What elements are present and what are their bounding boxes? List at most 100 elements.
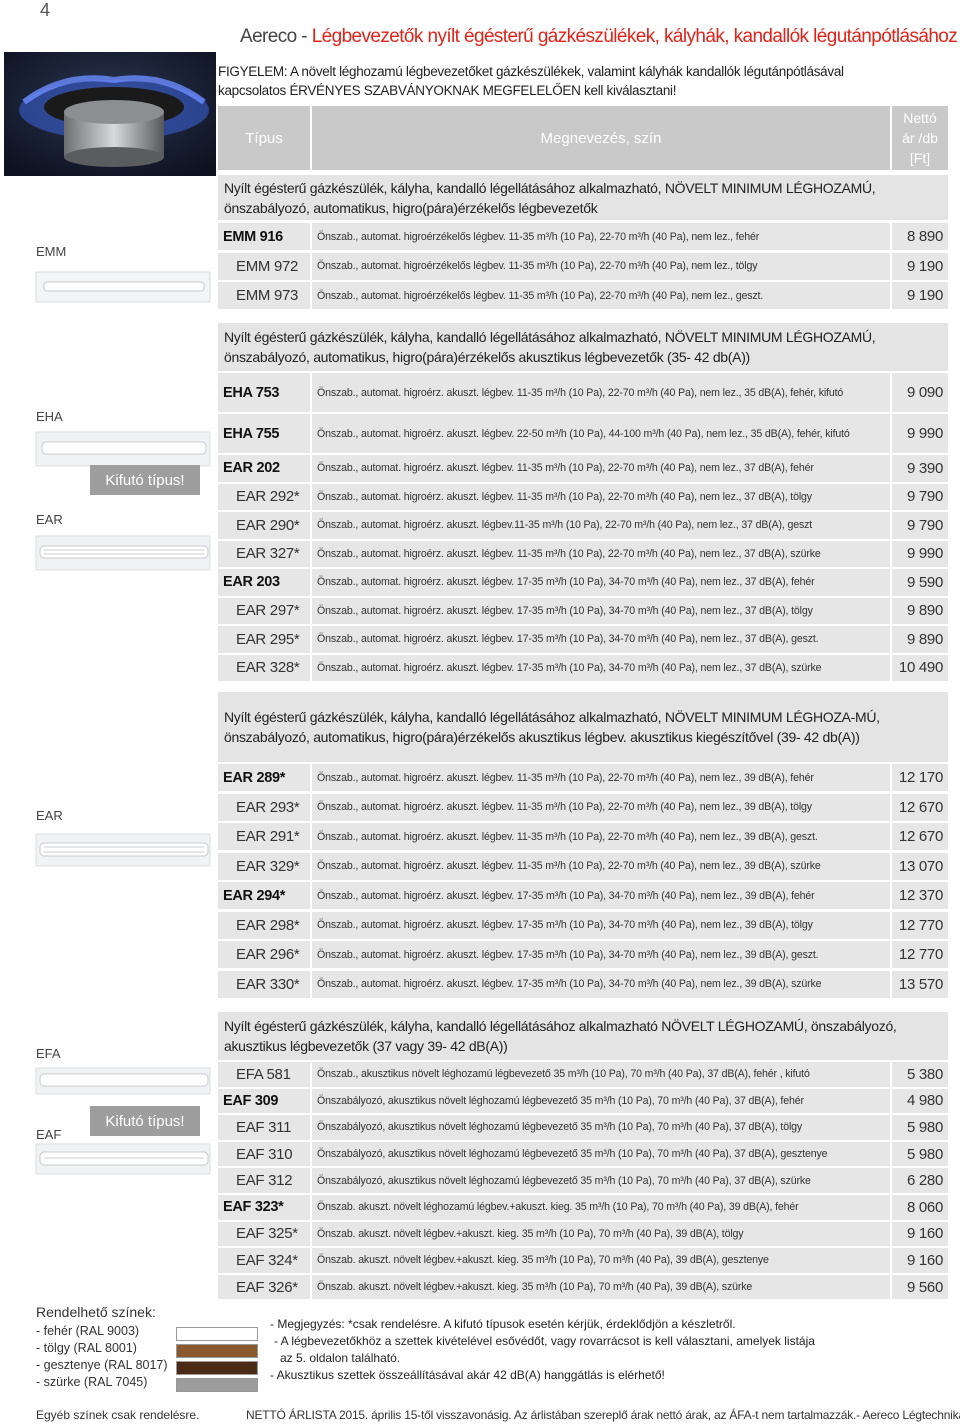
- product-description: Önszab., automat. higroérz. akuszt. légb…: [312, 793, 890, 821]
- product-price: 9 090: [892, 373, 948, 412]
- section-heading: Nyílt égésterű gázkészülék, kályha, kand…: [218, 692, 948, 762]
- product-description: Önszab., automat. higroérz. akuszt. légb…: [312, 414, 890, 453]
- swatch-grey: [176, 1378, 258, 1392]
- product-price: 12 670: [892, 793, 948, 821]
- product-type: EAR 203: [218, 569, 310, 596]
- product-type: EAF 312: [218, 1168, 310, 1193]
- product-type: EMM 972: [218, 252, 310, 280]
- product-price: 9 990: [892, 414, 948, 453]
- product-description: Önszab. akuszt. növelt légbev.+akuszt. k…: [312, 1221, 890, 1247]
- product-type: EAF 326*: [218, 1274, 310, 1300]
- product-type: EAR 292*: [218, 483, 310, 510]
- product-description: Önszab., automat. higroérz. akuszt. légb…: [312, 654, 890, 681]
- product-type: EHA 755: [218, 414, 310, 453]
- product-type: EAR 296*: [218, 941, 310, 968]
- product-type: EMM 973: [218, 282, 310, 309]
- product-price: 9 560: [892, 1274, 948, 1300]
- ear-image: [35, 535, 211, 571]
- eha-image: [35, 431, 211, 467]
- burner-photo: [4, 52, 216, 176]
- header-name: Megnevezés, szín: [312, 106, 890, 170]
- section-heading: Nyílt égésterű gázkészülék, kályha, kand…: [218, 175, 948, 220]
- product-description: Önszab. akuszt. növelt léghozamú légbev.…: [312, 1195, 890, 1220]
- product-price: 9 160: [892, 1248, 948, 1273]
- product-price: 12 770: [892, 941, 948, 968]
- side-label: EAR: [36, 512, 63, 527]
- color-item: - gesztenye (RAL 8017): [36, 1358, 168, 1372]
- color-list: Rendelhető színek: - fehér (RAL 9003) - tö…: [36, 1304, 168, 1391]
- product-description: Önszabályozó, akusztikus növelt léghozam…: [312, 1088, 890, 1114]
- product-price: 4 980: [892, 1088, 948, 1114]
- header-type: Típus: [218, 106, 310, 170]
- swatch-white: [176, 1327, 258, 1341]
- product-price: 9 190: [892, 252, 948, 280]
- product-description: Önszab., automat. higroérz. akuszt. légb…: [312, 483, 890, 510]
- page-title: Aereco - Légbevezetők nyílt égésterű gáz…: [240, 26, 958, 48]
- section-heading: Nyílt égésterű gázkészülék, kályha, kand…: [218, 323, 948, 371]
- product-price: 9 790: [892, 512, 948, 539]
- colors-title: Rendelhető színek:: [36, 1304, 156, 1320]
- discontinued-badge: Kifutó típus!: [90, 465, 200, 495]
- product-type: EAR 327*: [218, 540, 310, 567]
- product-type: EAR 295*: [218, 626, 310, 653]
- product-price: 5 980: [892, 1115, 948, 1140]
- product-description: Önszab., automat. higroérz. akuszt. légb…: [312, 941, 890, 968]
- header-price: Nettó ár /db [Ft]: [892, 106, 948, 170]
- product-type: EAR 293*: [218, 793, 310, 821]
- brand: Aereco -: [240, 26, 312, 47]
- product-description: Önszab., automat. higroérz. akuszt. légb…: [312, 626, 890, 653]
- page-number: 4: [40, 0, 51, 20]
- note-line: - Megjegyzés: *csak rendelésre. A kifutó…: [270, 1317, 736, 1331]
- note-line: - A légbevezetőkhöz a szettek kivételéve…: [274, 1334, 815, 1348]
- product-price: 9 990: [892, 540, 948, 567]
- ear-image-2: [35, 833, 211, 867]
- product-description: Önszab., automat. higroérz. akuszt. légb…: [312, 569, 890, 596]
- product-description: Önszab. akuszt. növelt légbev.+akuszt. k…: [312, 1274, 890, 1300]
- product-type: EAF 324*: [218, 1248, 310, 1273]
- product-type: EAF 310: [218, 1141, 310, 1167]
- swatch-chestnut: [176, 1361, 258, 1375]
- product-price: 6 280: [892, 1168, 948, 1193]
- product-price: 8 890: [892, 223, 948, 250]
- product-description: Önszabályozó, akusztikus növelt léghozam…: [312, 1141, 890, 1167]
- product-description: Önszab., automat. higroérz. akuszt. légb…: [312, 823, 890, 850]
- side-label: EAR: [36, 808, 63, 823]
- product-price: 12 170: [892, 764, 948, 791]
- warning: FIGYELEM: A növelt léghozamú légbevezető…: [218, 64, 844, 98]
- product-description: Önszab., automat. higroérz. akuszt. légb…: [312, 911, 890, 939]
- efa-eaf-images: [35, 1067, 211, 1175]
- product-type: EFA 581: [218, 1062, 310, 1087]
- side-label: EAF: [36, 1127, 62, 1142]
- note-line: az 5. oldalon található.: [280, 1351, 401, 1365]
- section-heading: Nyílt égésterű gázkészülék, kályha, kand…: [218, 1012, 948, 1060]
- product-type: EAR 291*: [218, 823, 310, 850]
- side-label: EHA: [36, 409, 63, 424]
- color-item: - szürke (RAL 7045): [36, 1375, 148, 1389]
- product-description: Önszabályozó, akusztikus növelt léghozam…: [312, 1115, 890, 1140]
- product-price: 12 770: [892, 911, 948, 939]
- color-item: - tölgy (RAL 8001): [36, 1341, 137, 1355]
- title-text: Légbevezetők nyílt égésterű gázkészüléke…: [311, 26, 958, 47]
- product-price: 9 160: [892, 1221, 948, 1247]
- product-description: Önszab., automat. higroérz. akuszt. légb…: [312, 373, 890, 412]
- product-price: 13 570: [892, 970, 948, 998]
- product-price: 9 390: [892, 455, 948, 482]
- product-price: 12 670: [892, 823, 948, 850]
- product-type: EAF 311: [218, 1115, 310, 1140]
- product-price: 9 890: [892, 597, 948, 624]
- product-description: Önszab., automat. higroérz. akuszt. légb…: [312, 597, 890, 624]
- product-price: 9 190: [892, 282, 948, 309]
- product-images: [35, 271, 211, 571]
- side-label: EFA: [36, 1046, 61, 1061]
- product-type: EAR 329*: [218, 852, 310, 880]
- notes: - Megjegyzés: *csak rendelésre. A kifutó…: [270, 1316, 815, 1384]
- product-type: EHA 753: [218, 373, 310, 412]
- product-price: 5 380: [892, 1062, 948, 1087]
- product-description: Önszab., automat. higroérz. akuszt. légb…: [312, 540, 890, 567]
- product-type: EMM 916: [218, 223, 310, 250]
- product-type: EAR 298*: [218, 911, 310, 939]
- product-price: 9 590: [892, 569, 948, 596]
- product-type: EAR 330*: [218, 970, 310, 998]
- product-type: EAR 297*: [218, 597, 310, 624]
